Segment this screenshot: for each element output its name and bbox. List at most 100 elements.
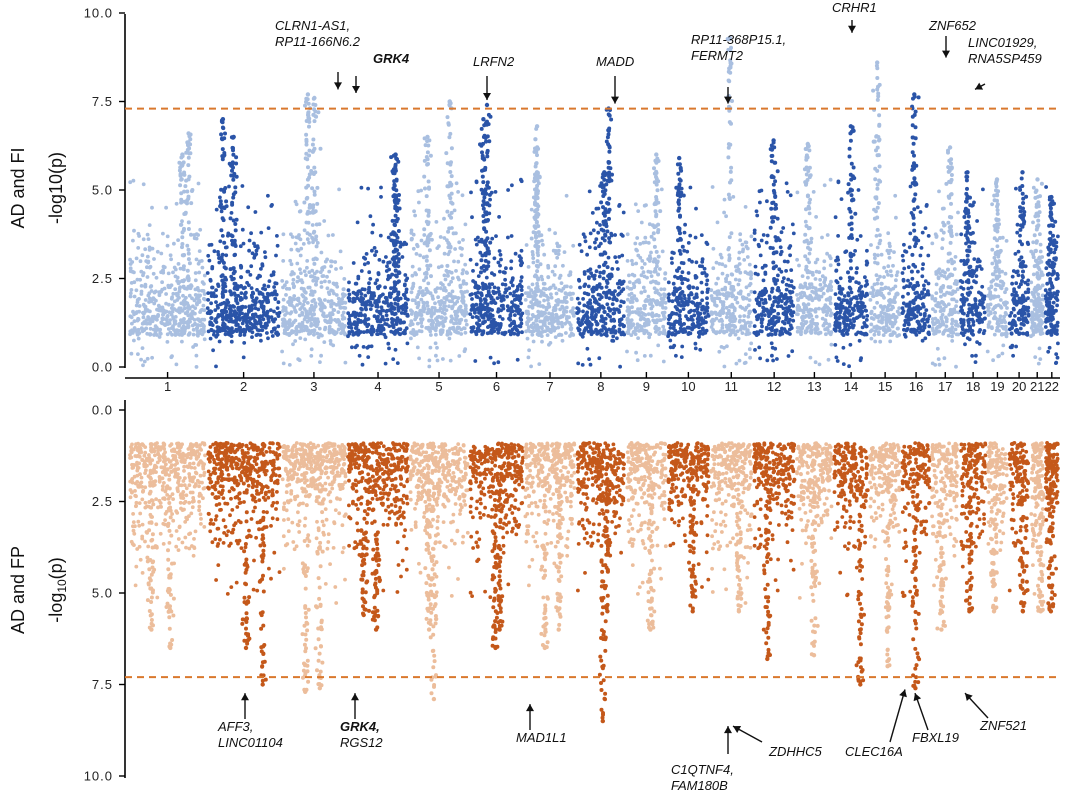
snp-point bbox=[423, 143, 428, 148]
snp-point bbox=[435, 286, 440, 291]
snp-point bbox=[250, 251, 255, 256]
snp-point bbox=[329, 288, 334, 293]
snp-point bbox=[618, 323, 622, 327]
snp-point bbox=[167, 310, 172, 315]
snp-point bbox=[548, 329, 552, 334]
snp-point bbox=[693, 346, 698, 351]
snp-point bbox=[591, 228, 596, 233]
snp-point bbox=[602, 263, 606, 267]
snp-point bbox=[755, 213, 760, 218]
snp-point bbox=[172, 241, 176, 246]
snp-point bbox=[678, 166, 683, 171]
snp-point bbox=[663, 271, 668, 275]
snp-point bbox=[613, 307, 618, 312]
snp-point bbox=[302, 200, 307, 205]
snp-point bbox=[723, 264, 728, 268]
snp-point bbox=[134, 256, 139, 261]
snp-point bbox=[773, 160, 778, 165]
snp-point bbox=[196, 181, 201, 186]
snp-point bbox=[233, 314, 238, 319]
snp-point bbox=[613, 233, 617, 237]
snp-point bbox=[273, 289, 277, 294]
snp-point bbox=[284, 280, 289, 284]
snp-point bbox=[447, 293, 452, 297]
snp-point bbox=[409, 330, 413, 335]
snp-point bbox=[392, 306, 397, 310]
snp-point bbox=[619, 282, 624, 286]
snp-point bbox=[392, 183, 397, 188]
snp-point bbox=[377, 258, 382, 262]
snp-point bbox=[569, 296, 574, 301]
snp-point bbox=[178, 183, 183, 188]
snp-point bbox=[382, 332, 387, 337]
snp-point bbox=[752, 324, 757, 328]
snp-point bbox=[310, 268, 315, 273]
snp-point bbox=[312, 329, 316, 334]
snp-point bbox=[729, 284, 734, 289]
snp-point bbox=[438, 286, 443, 291]
snp-point bbox=[135, 300, 140, 305]
snp-point bbox=[732, 306, 737, 311]
snp-point bbox=[169, 257, 174, 262]
snp-point bbox=[634, 261, 639, 266]
snp-point bbox=[564, 193, 569, 198]
snp-point bbox=[386, 341, 391, 346]
snp-point bbox=[428, 345, 433, 350]
snp-point bbox=[648, 353, 653, 358]
snp-point bbox=[667, 292, 671, 297]
snp-point bbox=[218, 195, 222, 200]
snp-point bbox=[384, 322, 389, 327]
snp-point bbox=[626, 313, 631, 317]
snp-point bbox=[738, 289, 743, 294]
snp-point bbox=[534, 239, 539, 244]
snp-point bbox=[398, 296, 403, 301]
snp-point bbox=[283, 322, 287, 327]
snp-point bbox=[642, 323, 647, 328]
snp-point bbox=[672, 311, 676, 316]
snp-point bbox=[447, 193, 452, 198]
snp-point bbox=[395, 235, 400, 240]
snp-point bbox=[302, 228, 307, 233]
snp-point bbox=[659, 187, 664, 192]
snp-point bbox=[652, 202, 657, 207]
snp-point bbox=[437, 314, 441, 319]
snp-point bbox=[757, 345, 762, 350]
snp-point bbox=[181, 293, 185, 298]
snp-point bbox=[662, 328, 667, 332]
snp-point bbox=[219, 209, 224, 214]
snp-point bbox=[588, 362, 593, 367]
snp-point bbox=[496, 289, 501, 294]
snp-point bbox=[646, 312, 651, 316]
snp-point bbox=[392, 289, 396, 294]
snp-point bbox=[360, 299, 365, 304]
snp-point bbox=[670, 299, 675, 304]
snp-point bbox=[713, 310, 717, 315]
snp-point bbox=[129, 315, 134, 320]
snp-point bbox=[788, 332, 792, 336]
snp-point bbox=[424, 275, 429, 280]
snp-point bbox=[758, 253, 763, 258]
snp-point bbox=[396, 260, 401, 264]
snp-point bbox=[366, 355, 371, 359]
snp-point bbox=[307, 285, 312, 290]
snp-point bbox=[367, 281, 371, 286]
snp-point bbox=[806, 275, 810, 280]
snp-point bbox=[683, 296, 687, 301]
snp-point bbox=[320, 274, 325, 278]
snp-point bbox=[398, 305, 403, 310]
snp-point bbox=[132, 270, 136, 275]
snp-point bbox=[643, 289, 647, 294]
snp-point bbox=[168, 253, 173, 258]
snp-point bbox=[748, 320, 753, 325]
snp-point bbox=[536, 309, 541, 314]
snp-point bbox=[385, 300, 389, 305]
snp-point bbox=[518, 324, 523, 329]
snp-point bbox=[775, 304, 780, 309]
snp-point bbox=[458, 246, 463, 250]
snp-point bbox=[151, 271, 156, 276]
snp-point bbox=[254, 296, 259, 301]
snp-point bbox=[410, 264, 415, 269]
snp-point bbox=[315, 201, 320, 206]
snp-point bbox=[470, 328, 475, 333]
snp-point bbox=[396, 252, 401, 256]
